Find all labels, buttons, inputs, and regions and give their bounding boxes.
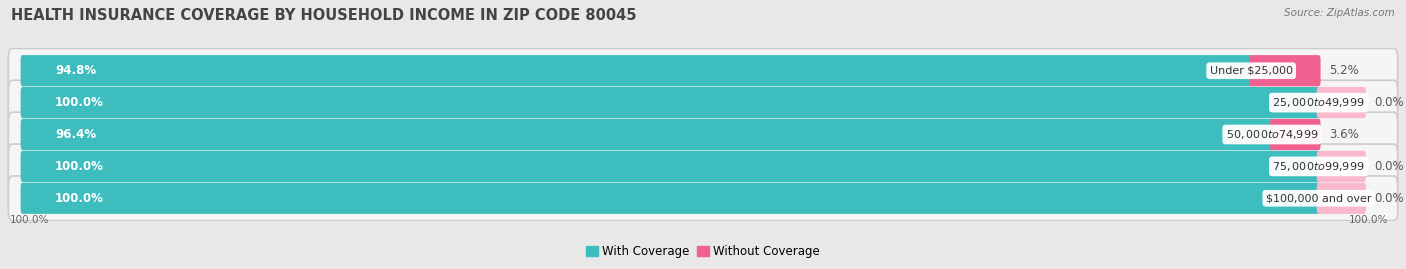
Text: Source: ZipAtlas.com: Source: ZipAtlas.com	[1284, 8, 1395, 18]
FancyBboxPatch shape	[8, 176, 1398, 221]
Text: 0.0%: 0.0%	[1374, 160, 1405, 173]
Text: 0.0%: 0.0%	[1374, 96, 1405, 109]
FancyBboxPatch shape	[21, 87, 1320, 118]
Text: $100,000 and over: $100,000 and over	[1265, 193, 1371, 203]
FancyBboxPatch shape	[1270, 119, 1320, 150]
Text: 3.6%: 3.6%	[1329, 128, 1358, 141]
Text: 100.0%: 100.0%	[55, 160, 104, 173]
Text: Under $25,000: Under $25,000	[1209, 66, 1292, 76]
FancyBboxPatch shape	[1250, 55, 1320, 86]
Text: HEALTH INSURANCE COVERAGE BY HOUSEHOLD INCOME IN ZIP CODE 80045: HEALTH INSURANCE COVERAGE BY HOUSEHOLD I…	[11, 8, 637, 23]
Text: 5.2%: 5.2%	[1329, 64, 1358, 77]
FancyBboxPatch shape	[8, 144, 1398, 189]
FancyBboxPatch shape	[8, 112, 1398, 157]
Text: $75,000 to $99,999: $75,000 to $99,999	[1272, 160, 1365, 173]
Text: 100.0%: 100.0%	[1350, 215, 1389, 225]
Text: 0.0%: 0.0%	[1374, 192, 1405, 205]
FancyBboxPatch shape	[1316, 183, 1365, 214]
Text: $25,000 to $49,999: $25,000 to $49,999	[1272, 96, 1365, 109]
Text: 96.4%: 96.4%	[55, 128, 96, 141]
FancyBboxPatch shape	[1316, 87, 1365, 118]
FancyBboxPatch shape	[8, 48, 1398, 93]
Text: 94.8%: 94.8%	[55, 64, 96, 77]
FancyBboxPatch shape	[21, 55, 1253, 86]
Text: 100.0%: 100.0%	[55, 96, 104, 109]
Text: 100.0%: 100.0%	[10, 215, 49, 225]
FancyBboxPatch shape	[21, 151, 1320, 182]
FancyBboxPatch shape	[21, 183, 1320, 214]
Text: 100.0%: 100.0%	[55, 192, 104, 205]
Text: $50,000 to $74,999: $50,000 to $74,999	[1226, 128, 1319, 141]
Legend: With Coverage, Without Coverage: With Coverage, Without Coverage	[581, 240, 825, 263]
FancyBboxPatch shape	[21, 119, 1274, 150]
FancyBboxPatch shape	[8, 80, 1398, 125]
FancyBboxPatch shape	[1316, 151, 1365, 182]
